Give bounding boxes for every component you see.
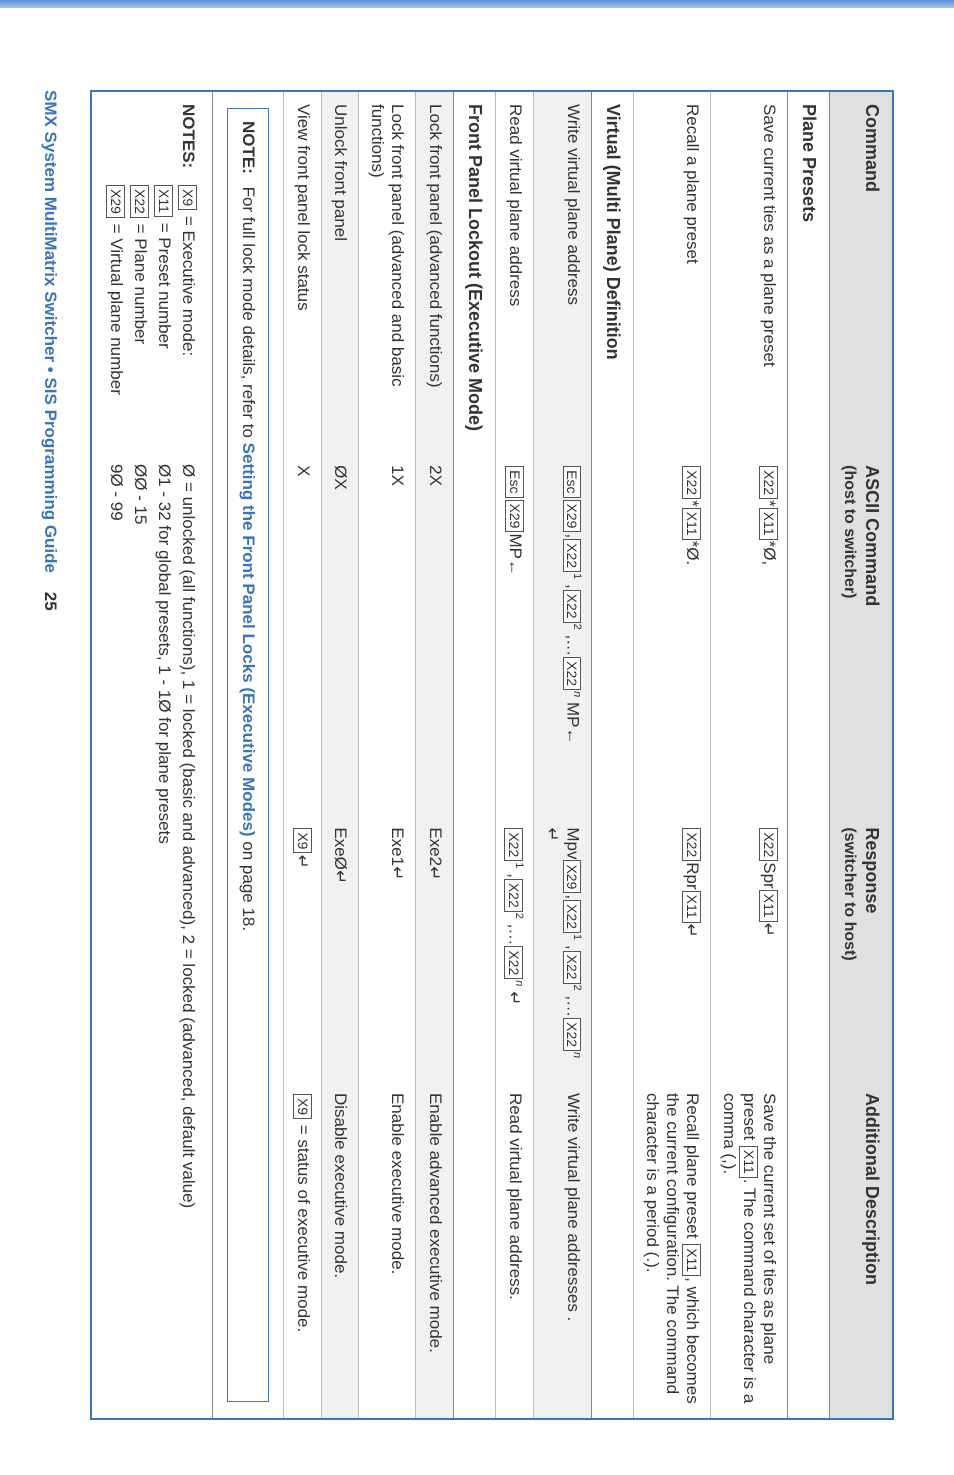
table-row: View front panel lock status X X9↵ X9 = … bbox=[284, 91, 322, 1419]
note-label: NOTE: bbox=[239, 121, 258, 174]
note-box: NOTE: For full lock mode details, refer … bbox=[227, 108, 269, 1402]
ascii-cell: ØX bbox=[321, 453, 359, 815]
cmd-cell: Save current ties as a plane preset bbox=[711, 91, 788, 453]
desc-cell: Disable executive mode. bbox=[321, 1081, 359, 1419]
page-content: Command ASCII Command (host to switcher)… bbox=[10, 0, 954, 1475]
enter-icon: ↵ bbox=[292, 854, 312, 868]
table-row: Unlock front panel ØX ExeØ↵ Disable exec… bbox=[321, 91, 359, 1419]
desc-cell: Save the current set of ties as plane pr… bbox=[711, 1081, 788, 1419]
footer: SMX System MultiMatrix Switcher • SIS Pr… bbox=[40, 90, 60, 1420]
section-plane-presets: Plane Presets bbox=[788, 91, 830, 1419]
enter-icon: ← bbox=[562, 727, 582, 744]
th-command: Command bbox=[830, 91, 894, 453]
notes-grid: X9 = Executive mode: Ø = unlocked (all f… bbox=[106, 184, 198, 1208]
table-row: Lock front panel (advanced functions) 2X… bbox=[416, 91, 454, 1419]
note-link[interactable]: Setting the Front Panel Locks (Executive… bbox=[239, 443, 258, 837]
desc-cell: X9 = status of executive mode. bbox=[284, 1081, 322, 1419]
enter-icon: ↵ bbox=[758, 923, 778, 937]
enter-icon: ↵ bbox=[504, 991, 524, 1005]
table-row: Lock front panel (advanced and basic fun… bbox=[359, 91, 416, 1419]
cmd-cell: Lock front panel (advanced functions) bbox=[416, 91, 454, 453]
resp-cell: X22SprX11↵ bbox=[711, 815, 788, 1081]
resp-cell: X9↵ bbox=[284, 815, 322, 1081]
desc-cell: Recall plane preset X11, which becomes t… bbox=[634, 1081, 711, 1419]
resp-cell: ExeØ↵ bbox=[321, 815, 359, 1081]
ascii-cell: 1X bbox=[359, 453, 416, 815]
desc-cell: Enable advanced executive mode. bbox=[416, 1081, 454, 1419]
ascii-cell: 2X bbox=[416, 453, 454, 815]
th-ascii: ASCII Command (host to switcher) bbox=[830, 453, 894, 815]
table-row: Read virtual plane address EscX29MP← X22… bbox=[495, 91, 533, 1419]
table-row: Write virtual plane address EscX29,X221 … bbox=[533, 91, 591, 1419]
desc-cell: Read virtual plane address. bbox=[495, 1081, 533, 1419]
ascii-cell: X bbox=[284, 453, 322, 815]
section-front-panel: Front Panel Lockout (Executive Mode) bbox=[453, 91, 495, 1419]
table-row: NOTE: For full lock mode details, refer … bbox=[213, 91, 284, 1419]
resp-cell: MpvX29,X221 ,X222 ,…X22n ↵ bbox=[533, 815, 591, 1081]
enter-icon: ← bbox=[504, 559, 524, 576]
command-table: Command ASCII Command (host to switcher)… bbox=[90, 90, 894, 1420]
th-response: Response (switcher to host) bbox=[830, 815, 894, 1081]
cmd-cell: Read virtual plane address bbox=[495, 91, 533, 453]
notes-label: NOTES: bbox=[179, 104, 198, 168]
cmd-cell: View front panel lock status bbox=[284, 91, 322, 453]
table-row: Recall a plane preset X22*X11*Ø. X22RprX… bbox=[634, 91, 711, 1419]
enter-icon: ↵ bbox=[424, 866, 444, 880]
th-addl: Additional Description bbox=[830, 1081, 894, 1419]
cmd-cell: Recall a plane preset bbox=[634, 91, 711, 453]
ascii-cell: X22*X11*Ø, bbox=[711, 453, 788, 815]
resp-cell: Exe1↵ bbox=[359, 815, 416, 1081]
ascii-cell: EscX29MP← bbox=[495, 453, 533, 815]
footer-page: 25 bbox=[41, 592, 60, 611]
enter-icon: ↵ bbox=[330, 870, 350, 884]
table-row: Save current ties as a plane preset X22*… bbox=[711, 91, 788, 1419]
desc-cell: Write virtual plane addresses . bbox=[533, 1081, 591, 1419]
cmd-cell: Lock front panel (advanced and basic fun… bbox=[359, 91, 416, 453]
resp-cell: X22RprX11↵ bbox=[634, 815, 711, 1081]
resp-cell: Exe2↵ bbox=[416, 815, 454, 1081]
enter-icon: ↵ bbox=[681, 924, 701, 938]
enter-icon: ↵ bbox=[542, 827, 562, 841]
section-virtual-def: Virtual (Multi Plane) Definition bbox=[592, 91, 634, 1419]
ascii-cell: X22*X11*Ø. bbox=[634, 453, 711, 815]
cmd-cell: Write virtual plane address bbox=[533, 91, 591, 453]
enter-icon: ↵ bbox=[387, 866, 407, 880]
notes-row: NOTES: X9 = Executive mode: Ø = unlocked… bbox=[91, 91, 213, 1419]
resp-cell: X221 ,X222 ,…X22n ↵ bbox=[495, 815, 533, 1081]
cmd-cell: Unlock front panel bbox=[321, 91, 359, 453]
ascii-cell: EscX29,X221 ,X222 ,…X22n MP← bbox=[533, 453, 591, 815]
footer-title: SMX System MultiMatrix Switcher • SIS Pr… bbox=[41, 90, 60, 573]
desc-cell: Enable executive mode. bbox=[359, 1081, 416, 1419]
